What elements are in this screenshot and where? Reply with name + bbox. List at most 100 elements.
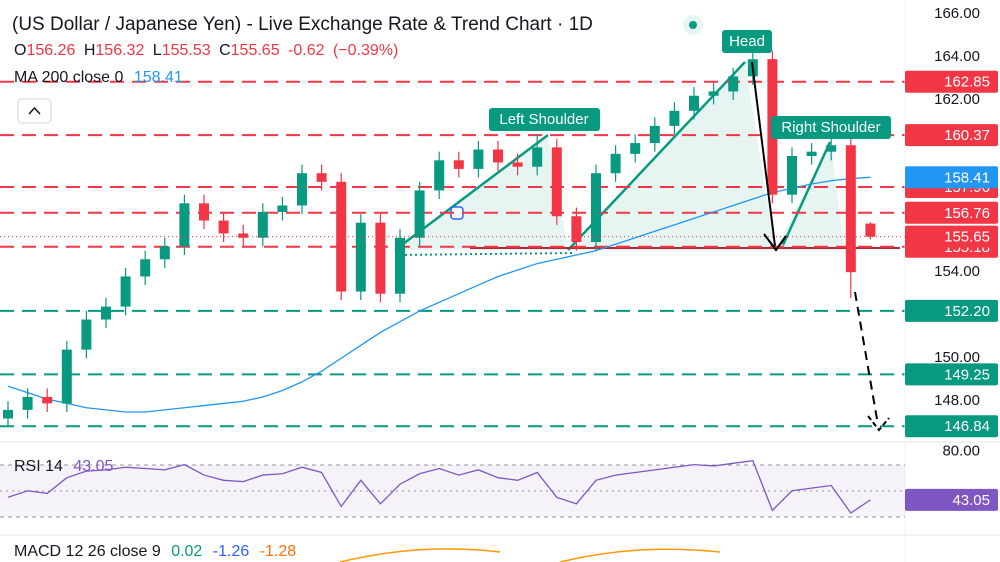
plot (0, 50, 905, 428)
level-box (905, 363, 998, 386)
level-label: 152.20 (944, 303, 990, 320)
macd-value: 0.02 (171, 543, 202, 560)
pattern (394, 61, 900, 256)
candle-body (22, 396, 33, 410)
annotation: Head (729, 33, 765, 50)
candle-body (159, 246, 170, 260)
y-tick-label: 154.00 (934, 263, 980, 280)
rsi-name: RSI 14 (14, 458, 63, 475)
rsi-line (7, 459, 871, 514)
candle-body (551, 147, 562, 217)
candle-body (120, 276, 131, 307)
macd-hint (339, 548, 721, 562)
ma-line (7, 176, 871, 413)
candle-body (355, 222, 366, 292)
level-label: 146.84 (944, 418, 990, 435)
ohlc-value: 155.65 (231, 42, 280, 59)
candle-body (179, 203, 190, 247)
arrowhead (867, 415, 890, 432)
candle-body (3, 409, 13, 419)
ohlc-label: L (153, 42, 162, 59)
rsi-legend: RSI 14 43.05 (14, 458, 114, 475)
ohlc-legend: O156.26 H156.32 L155.53 C155.65 -0.62 (−… (14, 42, 398, 59)
arrows (751, 61, 890, 432)
candle-body (277, 205, 288, 212)
candle-body (81, 319, 92, 350)
candle-body (865, 223, 876, 237)
candle-body (42, 396, 53, 404)
macd-value: -1.26 (213, 543, 250, 560)
y-tick-label: 162.00 (934, 91, 980, 108)
candle-body (806, 151, 817, 156)
ohlc-value: 156.26 (26, 42, 75, 59)
collapse-button[interactable] (17, 98, 52, 124)
candle-body (297, 173, 307, 206)
level-box (905, 201, 998, 224)
candle-body (395, 237, 405, 294)
candle-body (630, 143, 641, 154)
ma-value: 158.41 (134, 69, 183, 86)
candle-body (61, 349, 72, 404)
annotation-box (771, 116, 891, 139)
ohlc-label: O (14, 42, 26, 59)
ohlc-label: C (219, 42, 231, 59)
level-label: 162.85 (944, 74, 990, 91)
y-tick-label: 150.00 (934, 349, 980, 366)
candle-body (669, 110, 680, 126)
candle-body (316, 173, 327, 182)
candle-body (238, 233, 249, 238)
macd-name: MACD 12 26 close 9 (14, 543, 161, 560)
arrowhead (763, 233, 787, 252)
neckline (394, 252, 576, 256)
ohlc-label: H (84, 42, 96, 59)
annotation: Left Shoulder (499, 111, 588, 128)
level-label: 149.25 (944, 366, 990, 383)
price-box (905, 225, 998, 248)
candle-body (826, 145, 837, 152)
candle-body (532, 147, 543, 167)
annotation: Right Shoulder (781, 119, 880, 136)
level-label: 156.76 (944, 205, 990, 222)
candle-body (101, 306, 111, 320)
candle-body (140, 259, 151, 277)
level-box (905, 70, 998, 93)
candle-body (845, 145, 856, 273)
rsi-box-label: 43.05 (952, 492, 990, 509)
rsi-tick-label: 80.00 (942, 443, 980, 460)
status-dot (689, 21, 697, 29)
annotation-box (722, 30, 772, 53)
candle-body (473, 149, 484, 169)
level-label: 160.37 (944, 127, 990, 144)
y-tick-label: 148.00 (934, 392, 980, 409)
level-box (905, 299, 998, 322)
rsi-plot (7, 459, 871, 514)
candle-body (649, 125, 660, 144)
ohlc-value: 155.53 (162, 42, 211, 59)
y-tick-label: 164.00 (934, 48, 980, 65)
candle-body (512, 162, 523, 167)
candle-body (434, 160, 445, 191)
y-tick-label: 166.00 (934, 5, 980, 22)
candle-body (375, 222, 386, 294)
rsi-value: 43.05 (73, 458, 113, 475)
pattern-line (781, 141, 832, 246)
level-box (905, 415, 998, 438)
candle-body (199, 203, 209, 221)
arrow (751, 61, 776, 247)
macd-legend: MACD 12 26 close 9 0.02 -1.26 -1.28 (14, 543, 296, 560)
rsi-box (905, 488, 998, 511)
change-pct: (−0.39%) (333, 42, 398, 59)
macd-value: -1.28 (260, 543, 297, 560)
ma-box (905, 166, 998, 189)
candle-body (336, 181, 347, 292)
ohlc-value: 156.32 (95, 42, 144, 59)
candle-body (591, 173, 601, 243)
ma-label: 158.41 (944, 169, 990, 186)
price-label: 155.65 (944, 229, 990, 246)
change: -0.62 (288, 42, 325, 59)
candle-body (787, 155, 797, 195)
ma-name: MA 200 close 0 (14, 69, 124, 86)
candle-body (571, 216, 582, 243)
